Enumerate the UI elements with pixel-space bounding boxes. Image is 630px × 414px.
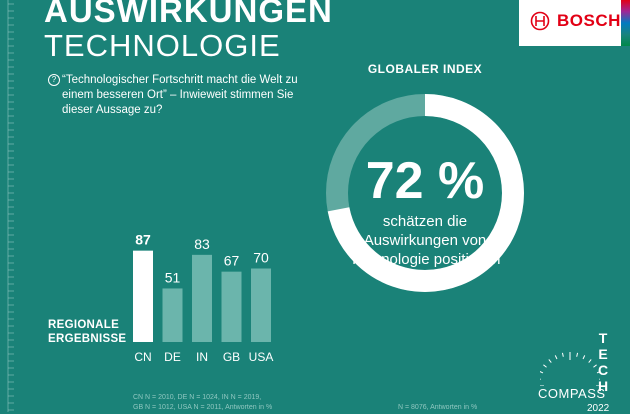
page-title-line1: AUSWIRKUNGEN	[44, 0, 333, 29]
year-label: 2022	[587, 403, 610, 414]
question-circle-icon: ?	[48, 74, 60, 86]
global-index-value: 72 %	[365, 152, 485, 210]
compass-label: COMPASS	[538, 386, 606, 401]
footnote-left-line1: CN N = 2010, DE N = 1024, IN N = 2019,	[133, 394, 262, 401]
tech-vertical-label: T E C H	[596, 330, 610, 394]
bar-de	[162, 288, 183, 342]
compass-tick	[588, 359, 592, 363]
logo-text: BOSCH	[557, 11, 621, 30]
bar-cn	[133, 250, 153, 342]
tech-letter: C	[597, 362, 609, 378]
bar-gb	[221, 271, 242, 342]
regional-bar-chart: 87 CN 51 DE 83 IN 67 GB 70 USA	[133, 232, 274, 364]
category-tick-label: USA	[249, 350, 274, 364]
global-index-label: GLOBALER INDEX	[367, 62, 483, 76]
tech-letter: E	[598, 346, 608, 362]
category-tick-label: CN	[134, 350, 151, 364]
compass-tick	[599, 378, 600, 380]
global-index-caption: schätzen die Auswirkungen von Technologi…	[349, 213, 501, 268]
compass-arc-icon	[540, 352, 600, 386]
tech-letter: T	[598, 330, 608, 346]
tech-letter: H	[597, 378, 609, 394]
compass-tick	[576, 352, 579, 357]
survey-question: “Technologischer Fortschritt macht die W…	[62, 74, 298, 116]
compass-tick	[540, 370, 544, 374]
footnote-left-line2: GB N = 1012, USA N = 2011, Antworten in …	[133, 404, 273, 411]
bar-value-label: 51	[165, 269, 181, 285]
category-tick-label: DE	[164, 350, 181, 364]
logo-color-stripe	[621, 0, 630, 46]
regional-label-line2: ERGEBNISSE	[48, 333, 127, 345]
compass-tick	[540, 378, 541, 380]
compass-tick	[561, 352, 564, 357]
regional-label: REGIONALE ERGEBNISSE	[48, 318, 126, 346]
bar-value-label: 87	[135, 232, 151, 248]
global-index-donut	[326, 94, 524, 292]
category-tick-label: IN	[196, 350, 208, 364]
compass-tick	[548, 359, 552, 363]
category-tick-label: GB	[223, 350, 240, 364]
bar-value-label: 83	[194, 236, 210, 252]
donut-fill-arc	[326, 94, 524, 292]
compass-tick	[596, 370, 600, 374]
bar-usa	[251, 268, 271, 342]
bar-in	[192, 254, 212, 342]
compass-tick	[554, 355, 558, 360]
bosch-ring-icon	[530, 11, 550, 31]
page-title-line2: TECHNOLOGIE	[44, 28, 281, 63]
compass-tick	[543, 364, 547, 368]
bar-value-label: 70	[253, 250, 269, 266]
compass-tick	[582, 355, 586, 360]
measure-ruler	[7, 0, 14, 412]
compass-tick	[593, 364, 597, 368]
footnote-right: N = 8076, Antworten in %	[398, 404, 478, 411]
regional-label-line1: REGIONALE	[48, 319, 120, 331]
bar-value-label: 67	[224, 253, 240, 269]
